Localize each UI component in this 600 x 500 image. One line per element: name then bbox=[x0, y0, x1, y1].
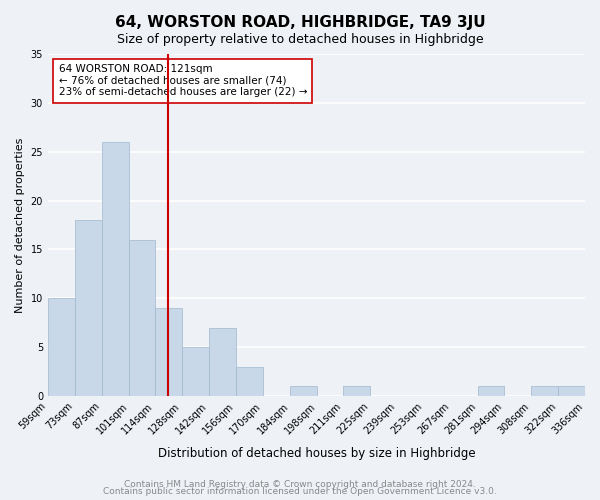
Y-axis label: Number of detached properties: Number of detached properties bbox=[15, 138, 25, 312]
Bar bbox=[290, 386, 317, 396]
Text: 64 WORSTON ROAD: 121sqm
← 76% of detached houses are smaller (74)
23% of semi-de: 64 WORSTON ROAD: 121sqm ← 76% of detache… bbox=[59, 64, 307, 98]
Bar bbox=[75, 220, 102, 396]
Text: 64, WORSTON ROAD, HIGHBRIDGE, TA9 3JU: 64, WORSTON ROAD, HIGHBRIDGE, TA9 3JU bbox=[115, 15, 485, 30]
Text: Contains public sector information licensed under the Open Government Licence v3: Contains public sector information licen… bbox=[103, 488, 497, 496]
Bar bbox=[558, 386, 585, 396]
X-axis label: Distribution of detached houses by size in Highbridge: Distribution of detached houses by size … bbox=[158, 447, 475, 460]
Text: Size of property relative to detached houses in Highbridge: Size of property relative to detached ho… bbox=[116, 32, 484, 46]
Bar bbox=[48, 298, 75, 396]
Bar bbox=[209, 328, 236, 396]
Bar bbox=[531, 386, 558, 396]
Bar bbox=[130, 240, 155, 396]
Bar bbox=[478, 386, 503, 396]
Text: Contains HM Land Registry data © Crown copyright and database right 2024.: Contains HM Land Registry data © Crown c… bbox=[124, 480, 476, 489]
Bar bbox=[155, 308, 182, 396]
Bar bbox=[343, 386, 370, 396]
Bar bbox=[182, 347, 209, 396]
Bar bbox=[236, 366, 263, 396]
Bar bbox=[102, 142, 130, 396]
